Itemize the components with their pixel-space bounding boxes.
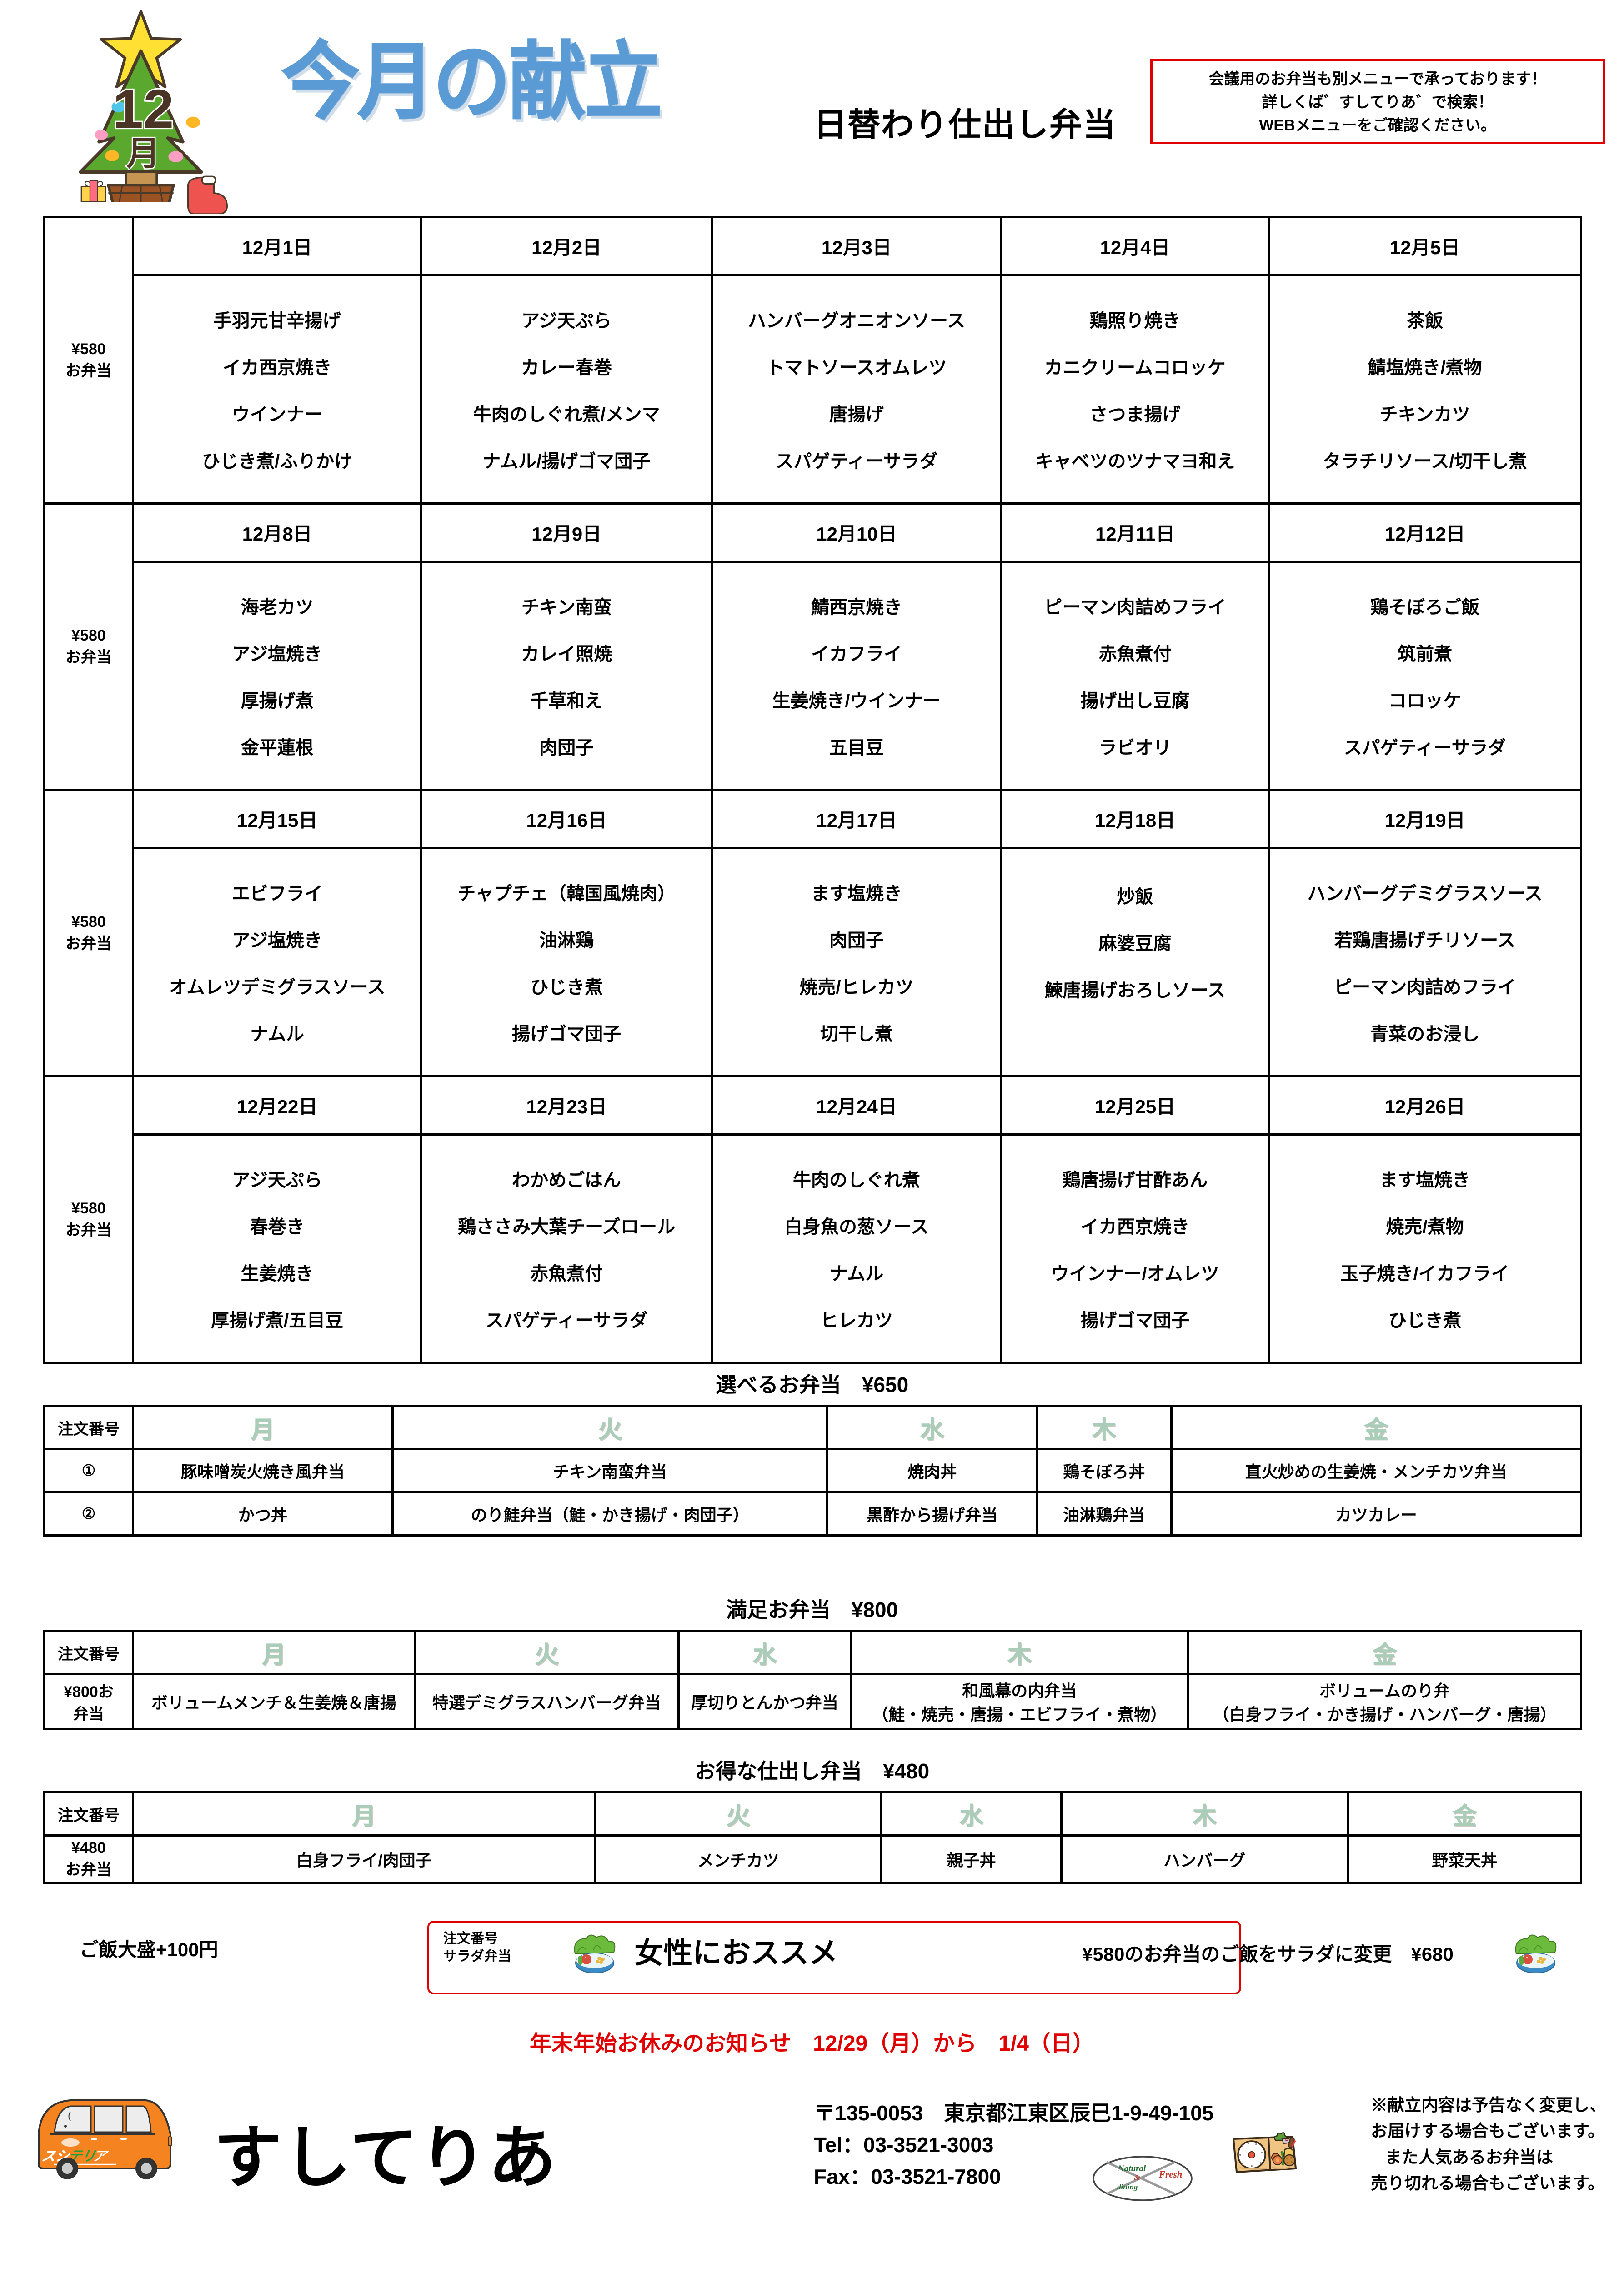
svg-text:dining: dining <box>1117 2183 1138 2191</box>
svg-text:&: & <box>1134 2173 1140 2182</box>
svg-text:12: 12 <box>113 78 174 140</box>
svg-text:Natural: Natural <box>1118 2164 1146 2173</box>
svg-text:Fresh: Fresh <box>1158 2169 1182 2180</box>
svg-text:月: 月 <box>126 135 160 172</box>
